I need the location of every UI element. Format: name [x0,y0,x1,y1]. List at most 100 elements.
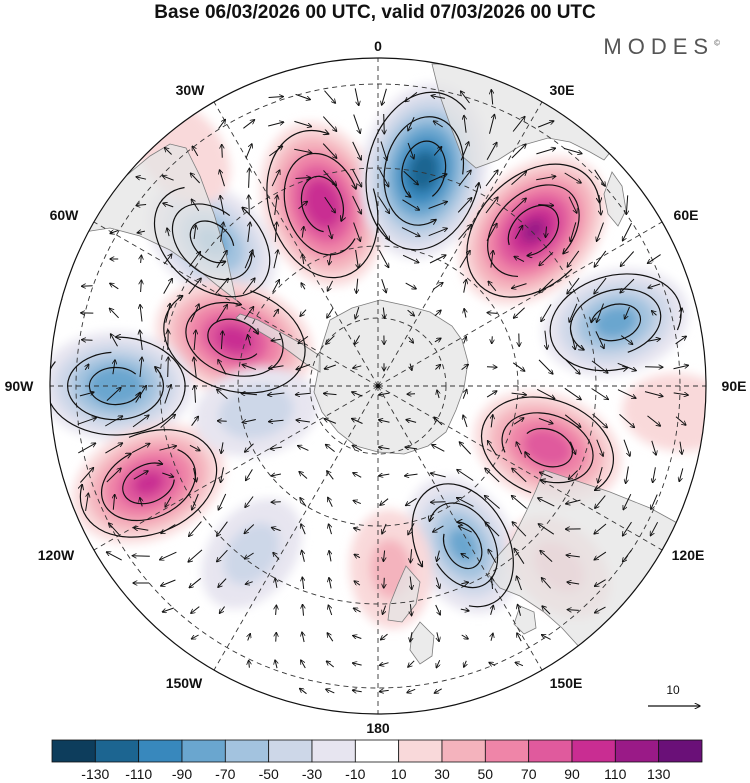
wind-vector-arrow [137,231,146,233]
wind-vector-arrow [220,222,224,242]
streamline [163,290,306,394]
wind-vector-arrow [458,170,471,187]
wind-vector-arrow [644,391,663,397]
wind-vector-arrow [352,663,362,665]
wind-vector-arrow [492,336,493,343]
antarctica-land [313,299,469,455]
wind-vector-arrow [458,526,472,533]
wind-vector-arrow [325,444,335,452]
colorbar-swatch [614,739,660,763]
wind-vector-arrow [511,393,527,395]
wind-vector-arrow [567,610,579,611]
wind-vector-arrow [354,335,361,345]
colorbar-swatch [528,739,573,763]
wind-vector-arrow [276,605,277,615]
wind-vector-arrow [383,307,384,319]
map-field-layer [50,58,706,714]
vortex-streamlines [64,429,218,538]
wind-vector-arrow [327,633,334,642]
lon-label-180: 180 [366,720,390,736]
streamline [383,116,465,226]
wind-vector-arrow [189,252,201,267]
wind-vector-arrow [80,468,93,483]
anomaly-contour [523,428,572,467]
wind-vector-arrow [594,551,607,560]
reference-vector-label: 10 [666,683,680,697]
anomaly-contour [218,385,294,439]
vortex-streamlines [50,337,186,436]
wind-vector-arrow [491,250,493,268]
colorbar-swatch [224,739,270,763]
lon-label-0: 0 [374,38,382,54]
wind-vector-arrow [242,419,256,423]
wind-vector-arrow [652,311,657,316]
wind-vector-arrow [620,251,635,267]
colorbar-tick-label: 50 [478,766,494,782]
streamline [414,502,499,589]
wind-vector-arrow [167,228,169,237]
wind-vector-arrow [564,172,582,183]
wind-vector-arrow [326,689,335,694]
wind-vector-arrow [594,277,607,294]
wind-vector-arrow [218,119,226,129]
wind-vector-arrow [352,445,363,452]
wind-vector-arrow [623,521,632,536]
wind-vector-arrow [595,606,606,613]
wind-vector-arrow [463,415,468,428]
wind-vector-arrow [379,420,390,422]
lon-label-60e: 60E [674,207,699,223]
wind-vector-arrow [163,254,172,265]
wind-vector-arrow [514,548,525,564]
wind-vector-arrow [220,170,225,187]
wind-vector-arrow [191,199,200,212]
wind-vector-arrow [648,283,661,288]
wind-vector-arrow [326,661,335,668]
wind-vector-arrow [195,385,196,403]
wind-vector-arrow [324,196,336,213]
wind-vector-arrow [268,122,284,127]
wind-vector-arrow [105,443,122,454]
wind-vector-arrow [569,441,575,455]
wind-vector-arrow [161,579,176,586]
wind-vector-arrow [326,335,335,345]
wind-vector-arrow [221,442,223,453]
wind-vector-arrow [329,551,331,562]
wind-vector-arrow [407,309,415,316]
wind-vector-arrow [428,174,447,183]
meridian-line [377,221,663,387]
colorbar-tick-label: 70 [521,766,537,782]
wind-vector-arrow [428,228,448,237]
wind-vector-arrow [491,90,492,105]
wind-vector-arrow [355,249,359,268]
wind-vector-arrow [301,524,306,535]
wind-vector-arrow [160,551,177,560]
wind-vector-arrow [296,420,310,422]
wind-vector-arrow [111,334,118,347]
streamline [501,412,594,495]
wind-vector-arrow [464,337,467,344]
lon-label-60w: 60W [50,207,80,223]
wind-vector-arrow [274,195,278,215]
wind-vector-arrow [298,446,309,451]
streamline [171,203,267,281]
anomaly-cell [72,423,225,544]
wind-vector-arrow [381,279,387,293]
wind-vector-arrow [378,250,388,267]
wind-vector-arrow [402,254,419,262]
wind-vector-arrow [328,497,333,507]
wind-vector-arrow [136,177,147,179]
wind-vector-arrow [327,471,334,480]
wind-vectors [77,88,689,695]
wind-vector-arrow [460,142,469,161]
wind-vector-arrow [296,364,311,370]
wind-vector-arrow [241,393,258,394]
wind-vector-arrow [432,445,445,452]
wind-vector-arrow [78,443,95,454]
copyright-mark: © [714,38,720,48]
wind-vector-arrow [245,496,254,508]
wind-vector-arrow [410,632,412,642]
wind-vector-arrow [486,391,497,398]
wind-vector-arrow [485,197,498,214]
streamline [588,303,642,342]
